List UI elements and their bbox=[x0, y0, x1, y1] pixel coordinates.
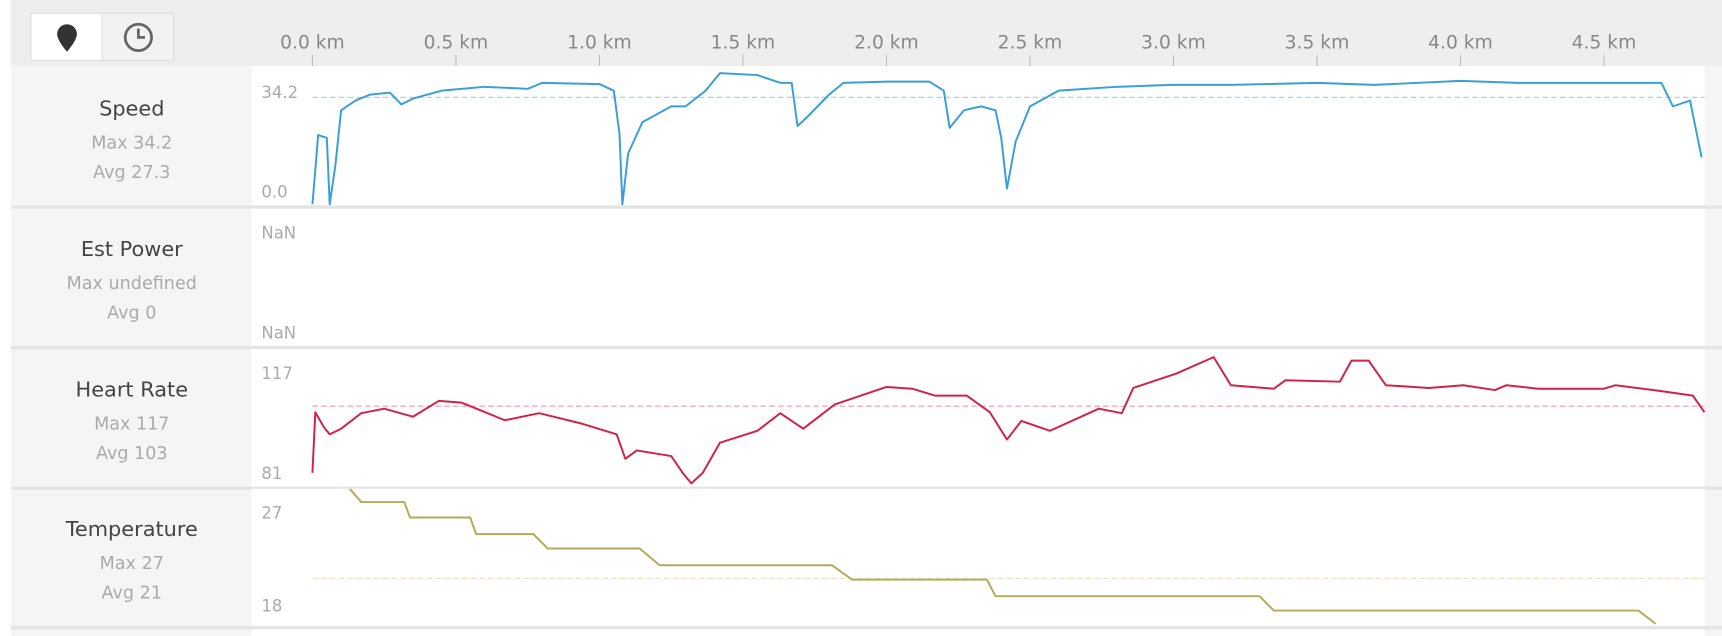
x-tick-label: 1.5 km bbox=[711, 32, 776, 53]
chart-panel: Est Power Max undefined Avg 0 NaN NaN bbox=[10, 208, 1722, 350]
plot-background bbox=[251, 208, 1705, 347]
y-tick-label: 18 bbox=[261, 597, 282, 616]
chart-panel: Speed Max 34.2 Avg 27.3 0.0 34.2 bbox=[10, 68, 1722, 209]
chart-title: Est Power bbox=[81, 237, 183, 261]
side-column bbox=[10, 65, 252, 636]
data-line bbox=[311, 356, 1706, 485]
x-tick-label: 3.0 km bbox=[1141, 32, 1206, 53]
x-tick-label: 0.0 km bbox=[280, 32, 345, 53]
right-strip bbox=[1704, 65, 1722, 636]
map-button[interactable] bbox=[30, 12, 103, 62]
stat-text: Avg 103 bbox=[96, 444, 168, 464]
x-tick-label: 1.0 km bbox=[567, 32, 632, 53]
stat-text: Max 27 bbox=[100, 554, 164, 574]
y-tick-label: 81 bbox=[261, 464, 282, 483]
chart-panel: Temperature Max 27 Avg 21 18 27 bbox=[10, 488, 1722, 630]
stat-text: Avg 21 bbox=[102, 584, 162, 604]
x-axis: 0.0 km 0.5 km 1.0 km 1.5 km 2.0 km 2.5 km 3.0 … bbox=[280, 32, 1636, 66]
y-tick-label: NaN bbox=[261, 323, 296, 342]
chart-panel: Heart Rate Max 117 Avg 103 81 117 bbox=[10, 349, 1722, 490]
chart-title: Heart Rate bbox=[76, 378, 189, 402]
data-line bbox=[349, 488, 1657, 625]
stat-text: Max undefined bbox=[67, 274, 197, 294]
x-tick-label: 4.0 km bbox=[1428, 32, 1493, 53]
data-line bbox=[311, 72, 1703, 206]
time-button[interactable] bbox=[101, 12, 175, 62]
x-tick-label: 2.0 km bbox=[854, 32, 919, 53]
x-tick-label: 0.5 km bbox=[424, 32, 489, 53]
panels: Speed Max 34.2 Avg 27.3 0.0 34.2 Est Power Max… bbox=[10, 68, 1722, 630]
x-tick-label: 3.5 km bbox=[1285, 32, 1350, 53]
x-tick-label: 2.5 km bbox=[998, 32, 1063, 53]
y-tick-label: 0.0 bbox=[261, 183, 287, 202]
chart-title: Speed bbox=[99, 96, 164, 120]
plot-background bbox=[251, 68, 1705, 206]
plot-background bbox=[251, 488, 1705, 627]
plot-background bbox=[251, 349, 1705, 487]
y-tick-label: 34.2 bbox=[261, 83, 298, 102]
header-bar bbox=[10, 0, 1722, 66]
stat-text: Avg 0 bbox=[107, 304, 156, 324]
stat-text: Avg 27.3 bbox=[93, 163, 170, 183]
y-tick-label: 27 bbox=[261, 503, 282, 522]
x-tick-label: 4.5 km bbox=[1572, 32, 1637, 53]
y-tick-label: NaN bbox=[261, 223, 296, 242]
chart-title: Temperature bbox=[65, 517, 198, 541]
stat-text: Max 34.2 bbox=[91, 133, 172, 153]
y-tick-label: 117 bbox=[261, 364, 292, 383]
stat-text: Max 117 bbox=[94, 414, 169, 434]
